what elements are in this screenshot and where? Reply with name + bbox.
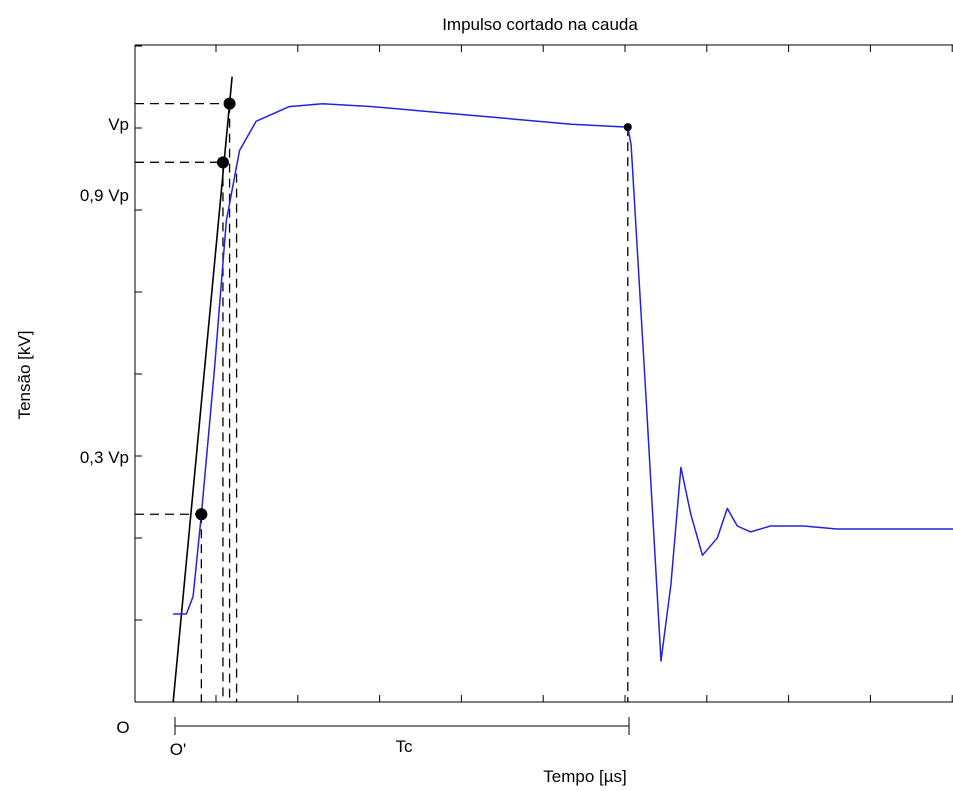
y-axis-label: Tensão [kV] bbox=[15, 331, 34, 420]
marked-point bbox=[195, 508, 208, 521]
virtual-origin-label: O' bbox=[170, 740, 186, 759]
x-axis-label: Tempo [µs] bbox=[543, 767, 627, 786]
series-layer bbox=[173, 102, 953, 662]
front-line bbox=[172, 76, 233, 703]
origin-label: O bbox=[116, 718, 129, 737]
guide-lines bbox=[135, 103, 629, 702]
y-tick-label-vp: Vp bbox=[108, 115, 129, 134]
front-construction bbox=[172, 76, 233, 703]
plot-area bbox=[134, 44, 953, 703]
time-annotation: O O' Tc bbox=[116, 717, 630, 759]
marked-point bbox=[623, 123, 632, 132]
axis-ticks bbox=[135, 45, 953, 702]
y-tick-labels: Vp 0,9 Vp 0,3 Vp bbox=[80, 115, 129, 467]
y-tick-label-03vp: 0,3 Vp bbox=[80, 448, 129, 467]
marker-layer bbox=[195, 97, 632, 521]
y-tick-label-09vp: 0,9 Vp bbox=[80, 186, 129, 205]
series-line bbox=[173, 102, 953, 662]
chart-title: Impulso cortado na cauda bbox=[442, 15, 638, 34]
marked-point bbox=[216, 156, 229, 169]
tc-label: Tc bbox=[396, 737, 414, 756]
marked-point bbox=[223, 97, 236, 110]
